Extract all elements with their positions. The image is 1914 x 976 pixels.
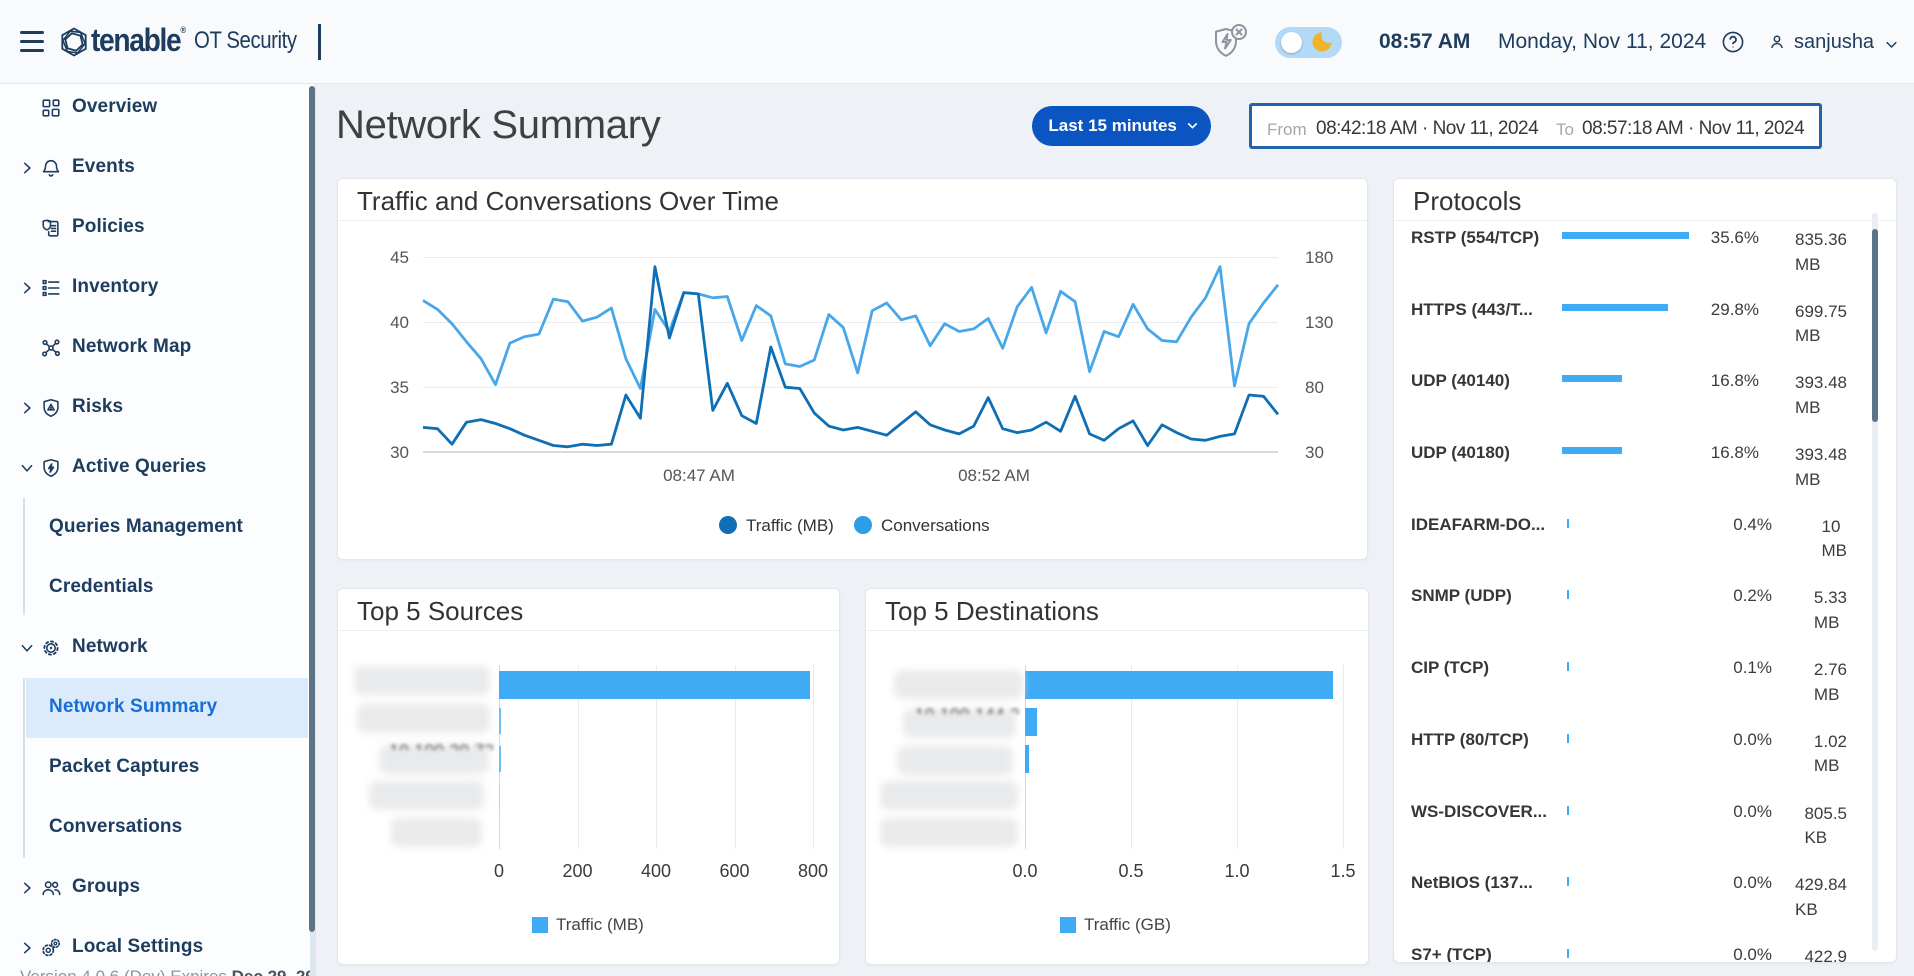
svg-text:35: 35 [390,378,409,397]
svg-text:30: 30 [1305,443,1324,462]
svg-text:180: 180 [1305,248,1333,267]
svg-text:Conversations: Conversations [881,516,990,535]
svg-text:130: 130 [1305,313,1333,332]
svg-text:08:52 AM: 08:52 AM [958,466,1030,485]
svg-text:Traffic (MB): Traffic (MB) [746,516,834,535]
svg-text:08:47 AM: 08:47 AM [663,466,735,485]
svg-text:40: 40 [390,313,409,332]
svg-text:80: 80 [1305,378,1324,397]
svg-text:45: 45 [390,248,409,267]
svg-text:30: 30 [390,443,409,462]
